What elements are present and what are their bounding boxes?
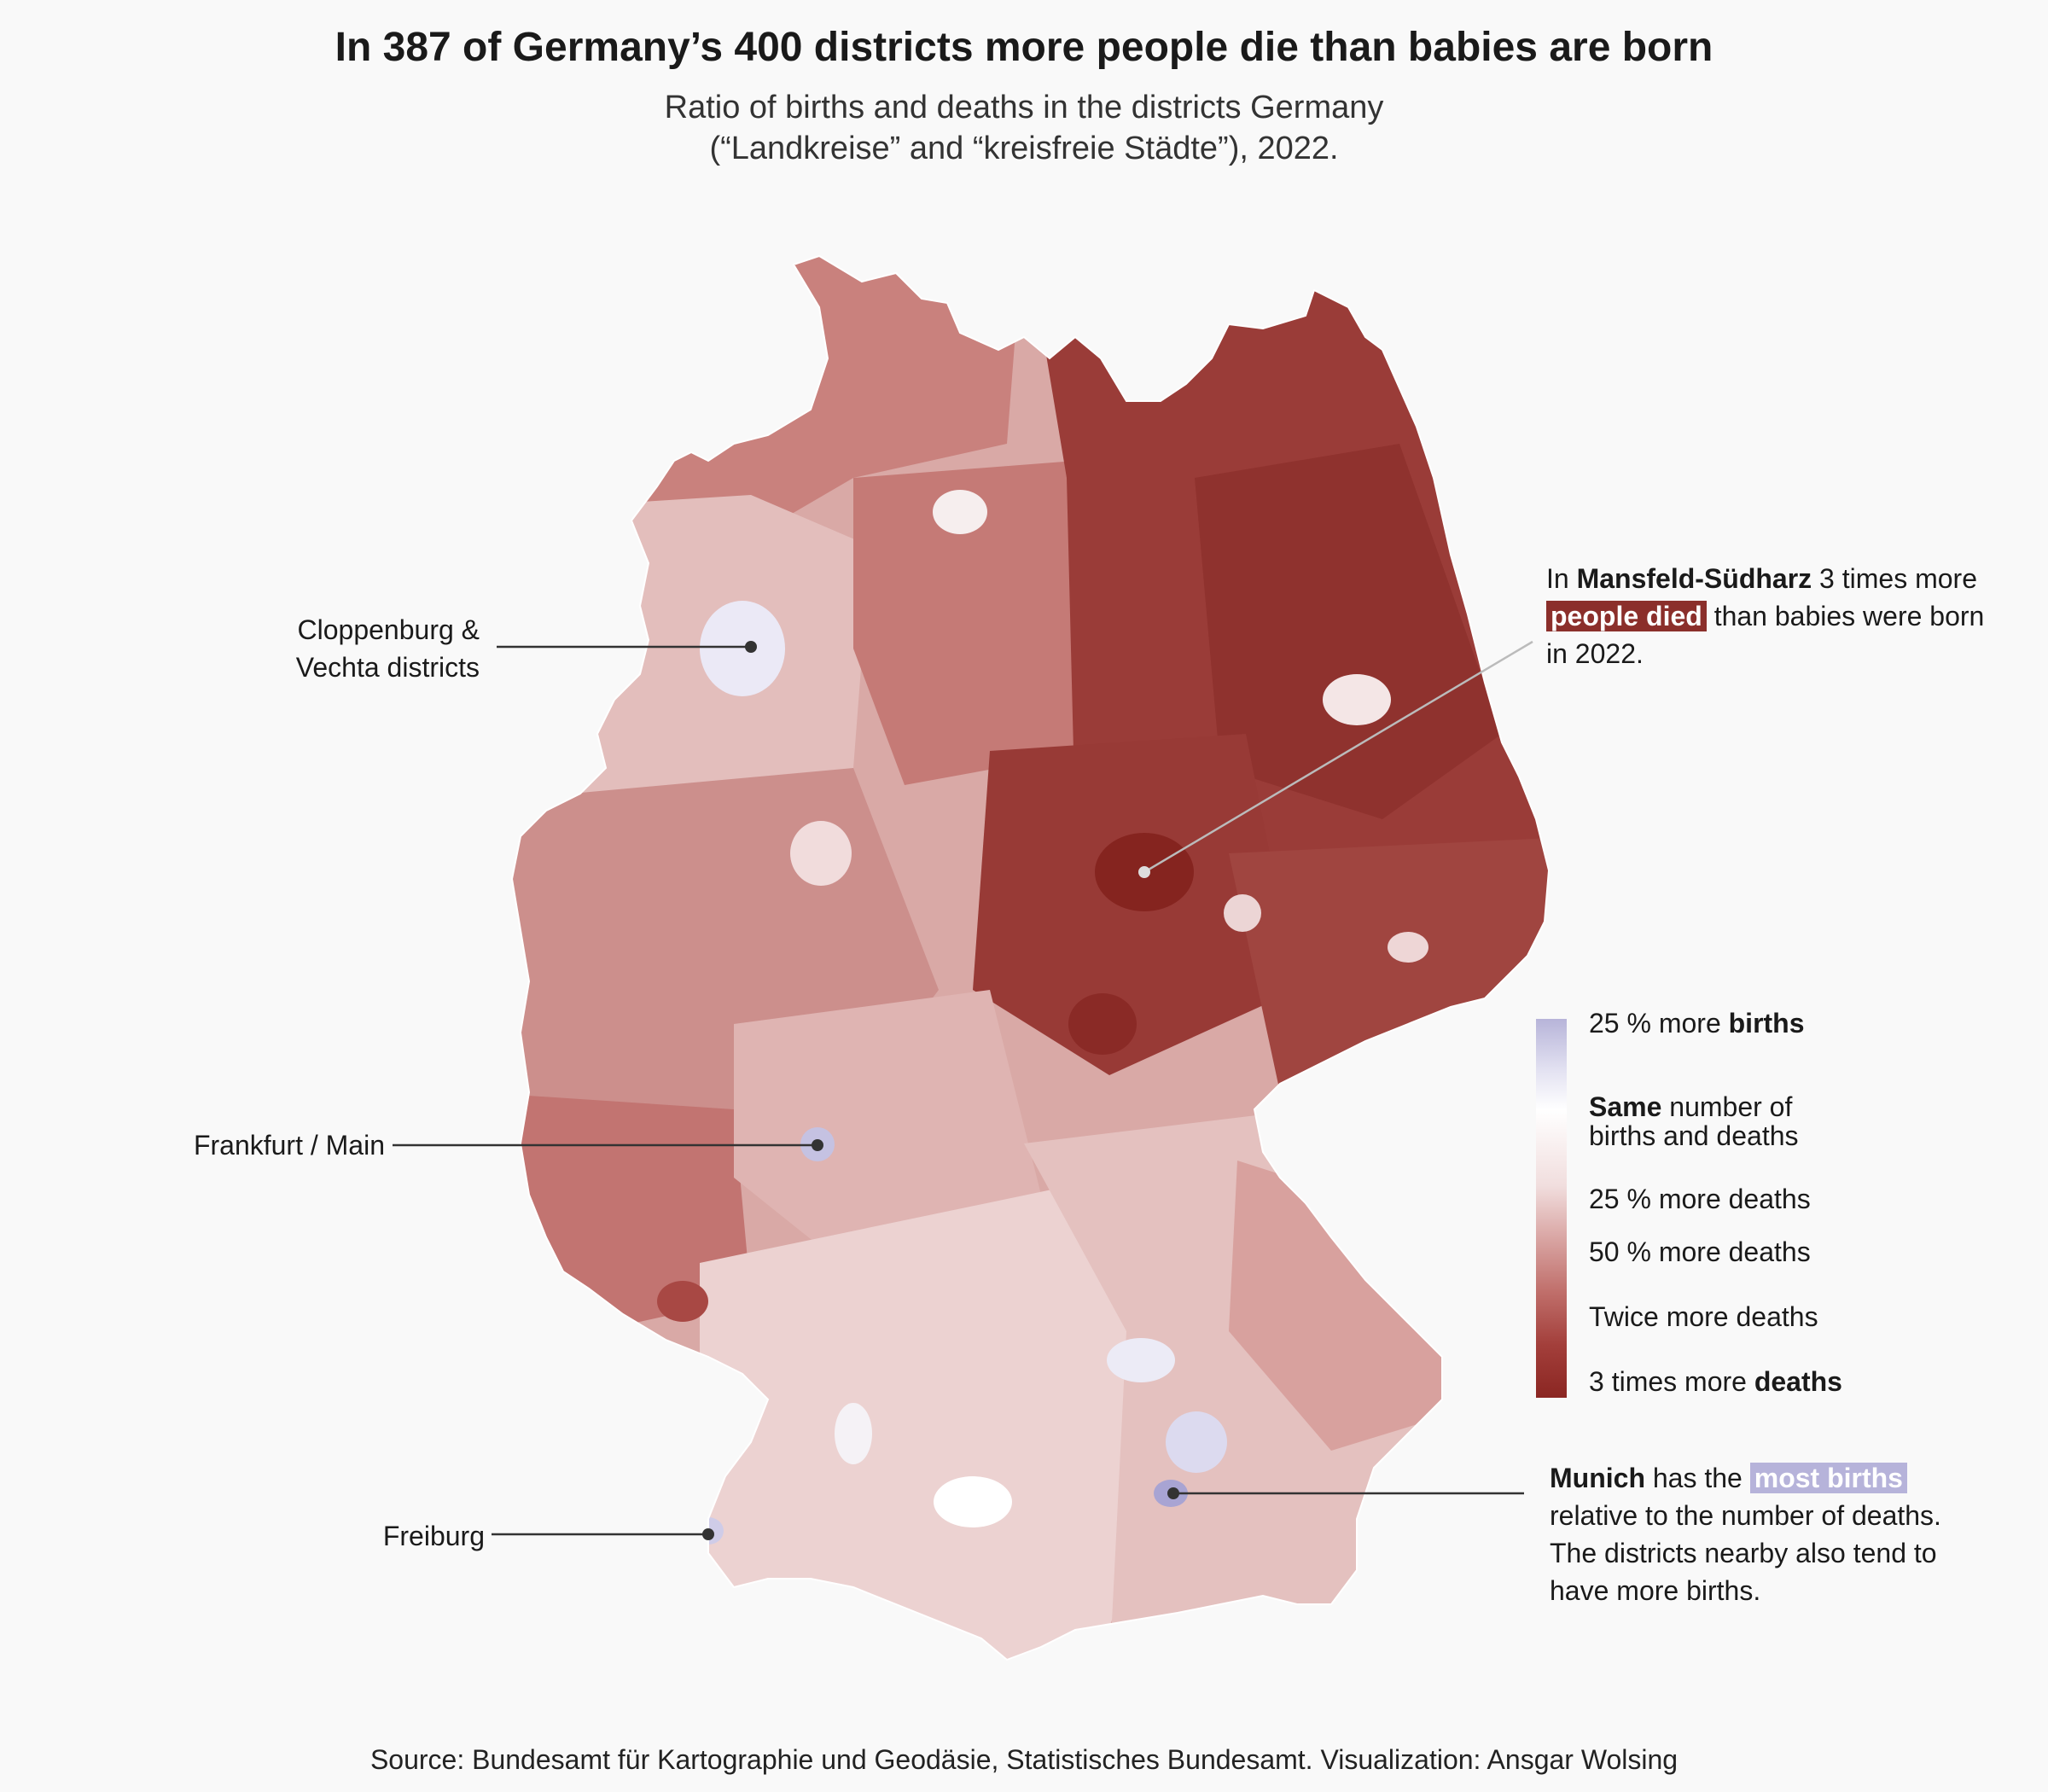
district-hamburg	[933, 490, 987, 534]
munich-line-2: relative to the number of deaths.	[1550, 1500, 1941, 1531]
mansfeld-line-3: in 2022.	[1546, 638, 1644, 669]
legend-deaths-3x-bold: deaths	[1754, 1366, 1842, 1397]
legend-births-25-bold: births	[1728, 1008, 1805, 1039]
point-freiburg	[702, 1528, 714, 1540]
district-leipzig	[1224, 894, 1261, 932]
map-title: In 387 of Germany’s 400 districts more p…	[335, 25, 1713, 70]
district-thuringia-dark	[1068, 993, 1137, 1055]
point-frankfurt	[812, 1139, 823, 1151]
mansfeld-middle: 3 times more	[1812, 563, 1977, 594]
region-baden-wuerttemberg	[700, 1178, 1195, 1660]
district-hannover	[790, 821, 852, 886]
legend-deaths-50: 50 % more deaths	[1589, 1236, 1811, 1267]
region-hesse	[734, 990, 1041, 1246]
legend-same: Same number of births and deaths	[1589, 1092, 1799, 1150]
legend-same-rest: number of	[1661, 1091, 1793, 1122]
district-nuremberg-area	[1107, 1338, 1175, 1382]
region-saxony	[1229, 836, 1549, 1092]
legend-deaths-3x: 3 times more deaths	[1589, 1367, 1842, 1396]
district-stuttgart-area	[835, 1403, 872, 1464]
annotation-munich: Munich has the most births relative to t…	[1550, 1459, 1993, 1609]
legend-deaths-3x-prefix: 3 times more	[1589, 1366, 1754, 1397]
district-dresden	[1388, 932, 1428, 963]
munich-line-1: Munich has the most births	[1550, 1459, 1993, 1497]
district-munich-area	[1166, 1411, 1227, 1473]
legend-same-bold: Same	[1589, 1091, 1662, 1122]
district-cloppenburg-vechta	[700, 601, 785, 696]
mansfeld-district-name: Mansfeld-Südharz	[1576, 563, 1812, 594]
leader-mansfeld	[1143, 640, 1533, 874]
legend-color-scale	[1536, 1019, 1567, 1398]
source-caption: Source: Bundesamt für Kartographie und G…	[369, 1744, 1679, 1775]
region-brandenburg-core	[1195, 444, 1502, 819]
subtitle-line-1: Ratio of births and deaths in the distri…	[664, 90, 1384, 125]
annotation-cloppenburg: Cloppenburg & Vechta districts	[282, 611, 480, 686]
mansfeld-highlight: people died	[1546, 601, 1707, 631]
legend-same-line-1: Same number of	[1589, 1092, 1799, 1121]
legend-births-25-prefix: 25 % more	[1589, 1008, 1729, 1039]
annotation-freiburg: Freiburg	[382, 1521, 485, 1551]
annotation-frankfurt: Frankfurt / Main	[193, 1130, 385, 1161]
point-mansfeld	[1138, 866, 1150, 878]
mansfeld-line-2: people died than babies were born	[1546, 597, 2024, 635]
munich-line-3: The districts nearby also tend to	[1550, 1538, 1937, 1568]
munich-middle: has the	[1644, 1463, 1750, 1493]
cloppenburg-line-1: Cloppenburg &	[297, 614, 480, 645]
mansfeld-prefix: In	[1546, 563, 1577, 594]
legend-deaths-twice: Twice more deaths	[1589, 1301, 1818, 1332]
subtitle-line-2: (“Landkreise” and “kreisfreie Städte”), …	[709, 131, 1339, 166]
mansfeld-line-1: In Mansfeld-Südharz 3 times more	[1546, 560, 2024, 597]
annotation-mansfeld-suedharz: In Mansfeld-Südharz 3 times more people …	[1546, 560, 2024, 672]
district-berlin	[1323, 674, 1391, 725]
district-ulm-area	[934, 1476, 1012, 1527]
region-lower-saxony-east	[853, 461, 1092, 785]
point-cloppenburg	[745, 641, 757, 653]
munich-highlight: most births	[1749, 1463, 1907, 1493]
point-munich	[1167, 1487, 1179, 1499]
munich-city-name: Munich	[1550, 1463, 1645, 1493]
legend-same-line-2: births and deaths	[1589, 1120, 1799, 1151]
legend-deaths-25: 25 % more deaths	[1589, 1184, 1811, 1214]
munich-line-4: have more births.	[1550, 1575, 1761, 1606]
annotation-leaders	[393, 640, 1533, 1540]
cloppenburg-line-2: Vechta districts	[295, 652, 480, 683]
legend-births-25: 25 % more births	[1589, 1009, 1805, 1038]
district-saarland	[657, 1281, 708, 1322]
map-subtitle: Ratio of births and deaths in the distri…	[0, 87, 2048, 169]
mansfeld-rest: than babies were born	[1706, 601, 1985, 631]
